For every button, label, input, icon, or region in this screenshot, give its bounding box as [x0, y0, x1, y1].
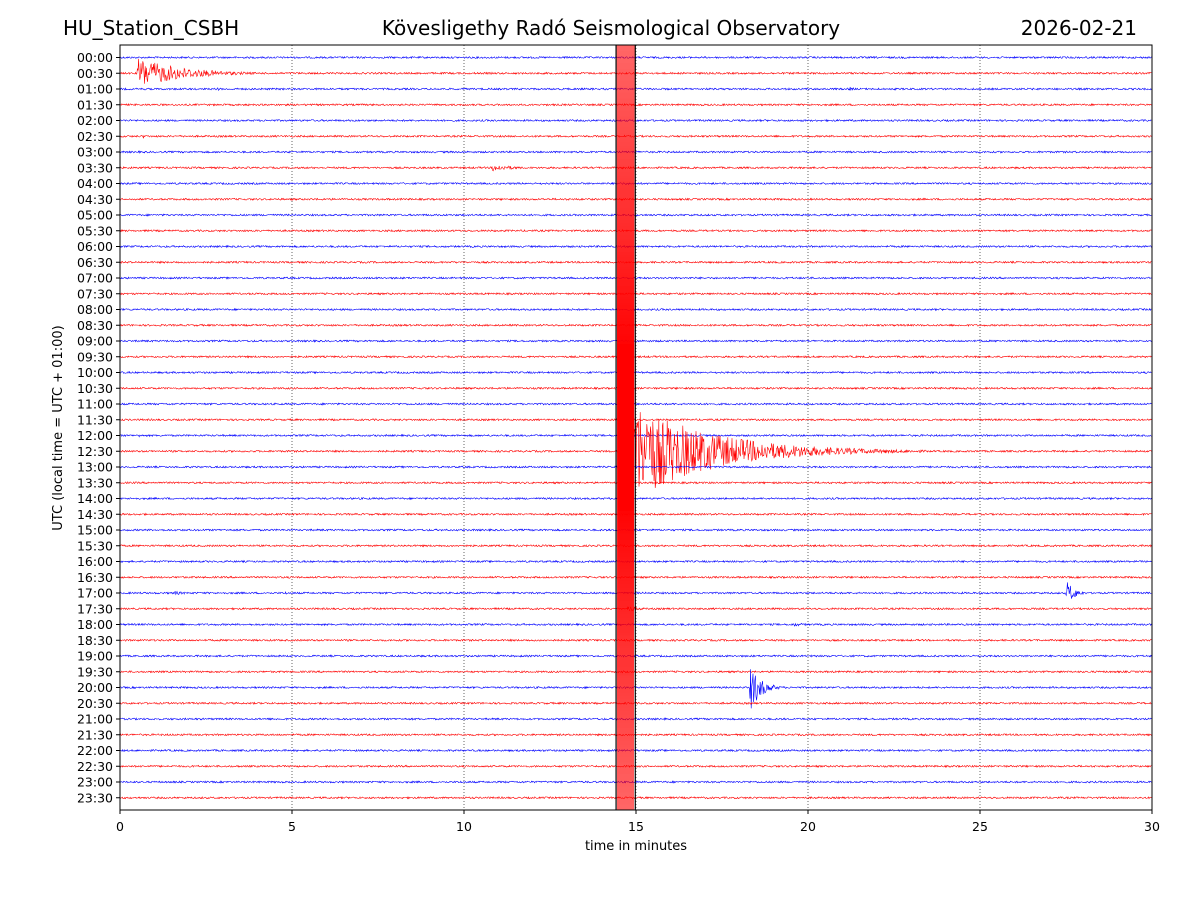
row-label-07:30: 07:30: [77, 286, 113, 301]
row-label-21:00: 21:00: [77, 712, 113, 727]
row-label-13:30: 13:30: [77, 475, 113, 490]
date-title: 2026-02-21: [1021, 16, 1137, 40]
row-label-02:30: 02:30: [77, 129, 113, 144]
row-label-06:00: 06:00: [77, 239, 113, 254]
y-axis-label: UTC (local time = UTC + 01:00): [51, 325, 66, 530]
grid-lines: [291, 45, 981, 810]
row-time-labels: 00:0000:3001:0001:3002:0002:3003:0003:30…: [77, 50, 120, 805]
x-tick-label-30: 30: [1144, 819, 1160, 834]
row-label-05:30: 05:30: [77, 223, 113, 238]
row-label-15:00: 15:00: [77, 523, 113, 538]
row-label-22:00: 22:00: [77, 743, 113, 758]
row-label-09:30: 09:30: [77, 349, 113, 364]
row-label-04:30: 04:30: [77, 192, 113, 207]
x-axis-ticks: 0 5 10 15 20 25 30: [116, 810, 1160, 834]
row-label-10:30: 10:30: [77, 381, 113, 396]
row-label-03:30: 03:30: [77, 160, 113, 175]
row-label-17:00: 17:00: [77, 586, 113, 601]
station-title: HU_Station_CSBH: [63, 16, 239, 40]
row-label-07:00: 07:00: [77, 271, 113, 286]
x-tick-label-5: 5: [288, 819, 296, 834]
x-tick-label-0: 0: [116, 819, 124, 834]
row-label-00:30: 00:30: [77, 66, 113, 81]
saturated-signal-band: [615, 45, 636, 810]
row-label-02:00: 02:00: [77, 113, 113, 128]
x-tick-label-20: 20: [800, 819, 816, 834]
row-label-11:30: 11:30: [77, 412, 113, 427]
saturated-trace: [616, 45, 635, 810]
row-label-16:30: 16:30: [77, 570, 113, 585]
row-label-19:00: 19:00: [77, 649, 113, 664]
row-label-00:00: 00:00: [77, 50, 113, 65]
row-label-08:00: 08:00: [77, 302, 113, 317]
row-label-13:00: 13:00: [77, 460, 113, 475]
row-label-18:30: 18:30: [77, 633, 113, 648]
row-label-23:00: 23:00: [77, 775, 113, 790]
row-label-10:00: 10:00: [77, 365, 113, 380]
row-label-12:30: 12:30: [77, 444, 113, 459]
row-label-19:30: 19:30: [77, 664, 113, 679]
row-label-23:30: 23:30: [77, 790, 113, 805]
row-label-21:30: 21:30: [77, 727, 113, 742]
row-label-20:30: 20:30: [77, 696, 113, 711]
row-label-14:00: 14:00: [77, 491, 113, 506]
row-label-14:30: 14:30: [77, 507, 113, 522]
row-label-18:00: 18:00: [77, 617, 113, 632]
row-label-08:30: 08:30: [77, 318, 113, 333]
row-label-01:30: 01:30: [77, 97, 113, 112]
row-label-17:30: 17:30: [77, 601, 113, 616]
row-label-01:00: 01:00: [77, 82, 113, 97]
row-label-04:00: 04:00: [77, 176, 113, 191]
row-label-03:00: 03:00: [77, 145, 113, 160]
row-label-22:30: 22:30: [77, 759, 113, 774]
row-label-16:00: 16:00: [77, 554, 113, 569]
x-tick-label-25: 25: [972, 819, 988, 834]
x-tick-label-15: 15: [628, 819, 644, 834]
row-label-05:00: 05:00: [77, 208, 113, 223]
x-tick-label-10: 10: [456, 819, 472, 834]
row-label-09:00: 09:00: [77, 334, 113, 349]
row-label-12:00: 12:00: [77, 428, 113, 443]
row-label-20:00: 20:00: [77, 680, 113, 695]
observatory-title: Kövesligethy Radó Seismological Observat…: [382, 16, 840, 40]
x-axis-label: time in minutes: [585, 839, 687, 854]
row-label-11:00: 11:00: [77, 397, 113, 412]
row-label-15:30: 15:30: [77, 538, 113, 553]
row-label-06:30: 06:30: [77, 255, 113, 270]
